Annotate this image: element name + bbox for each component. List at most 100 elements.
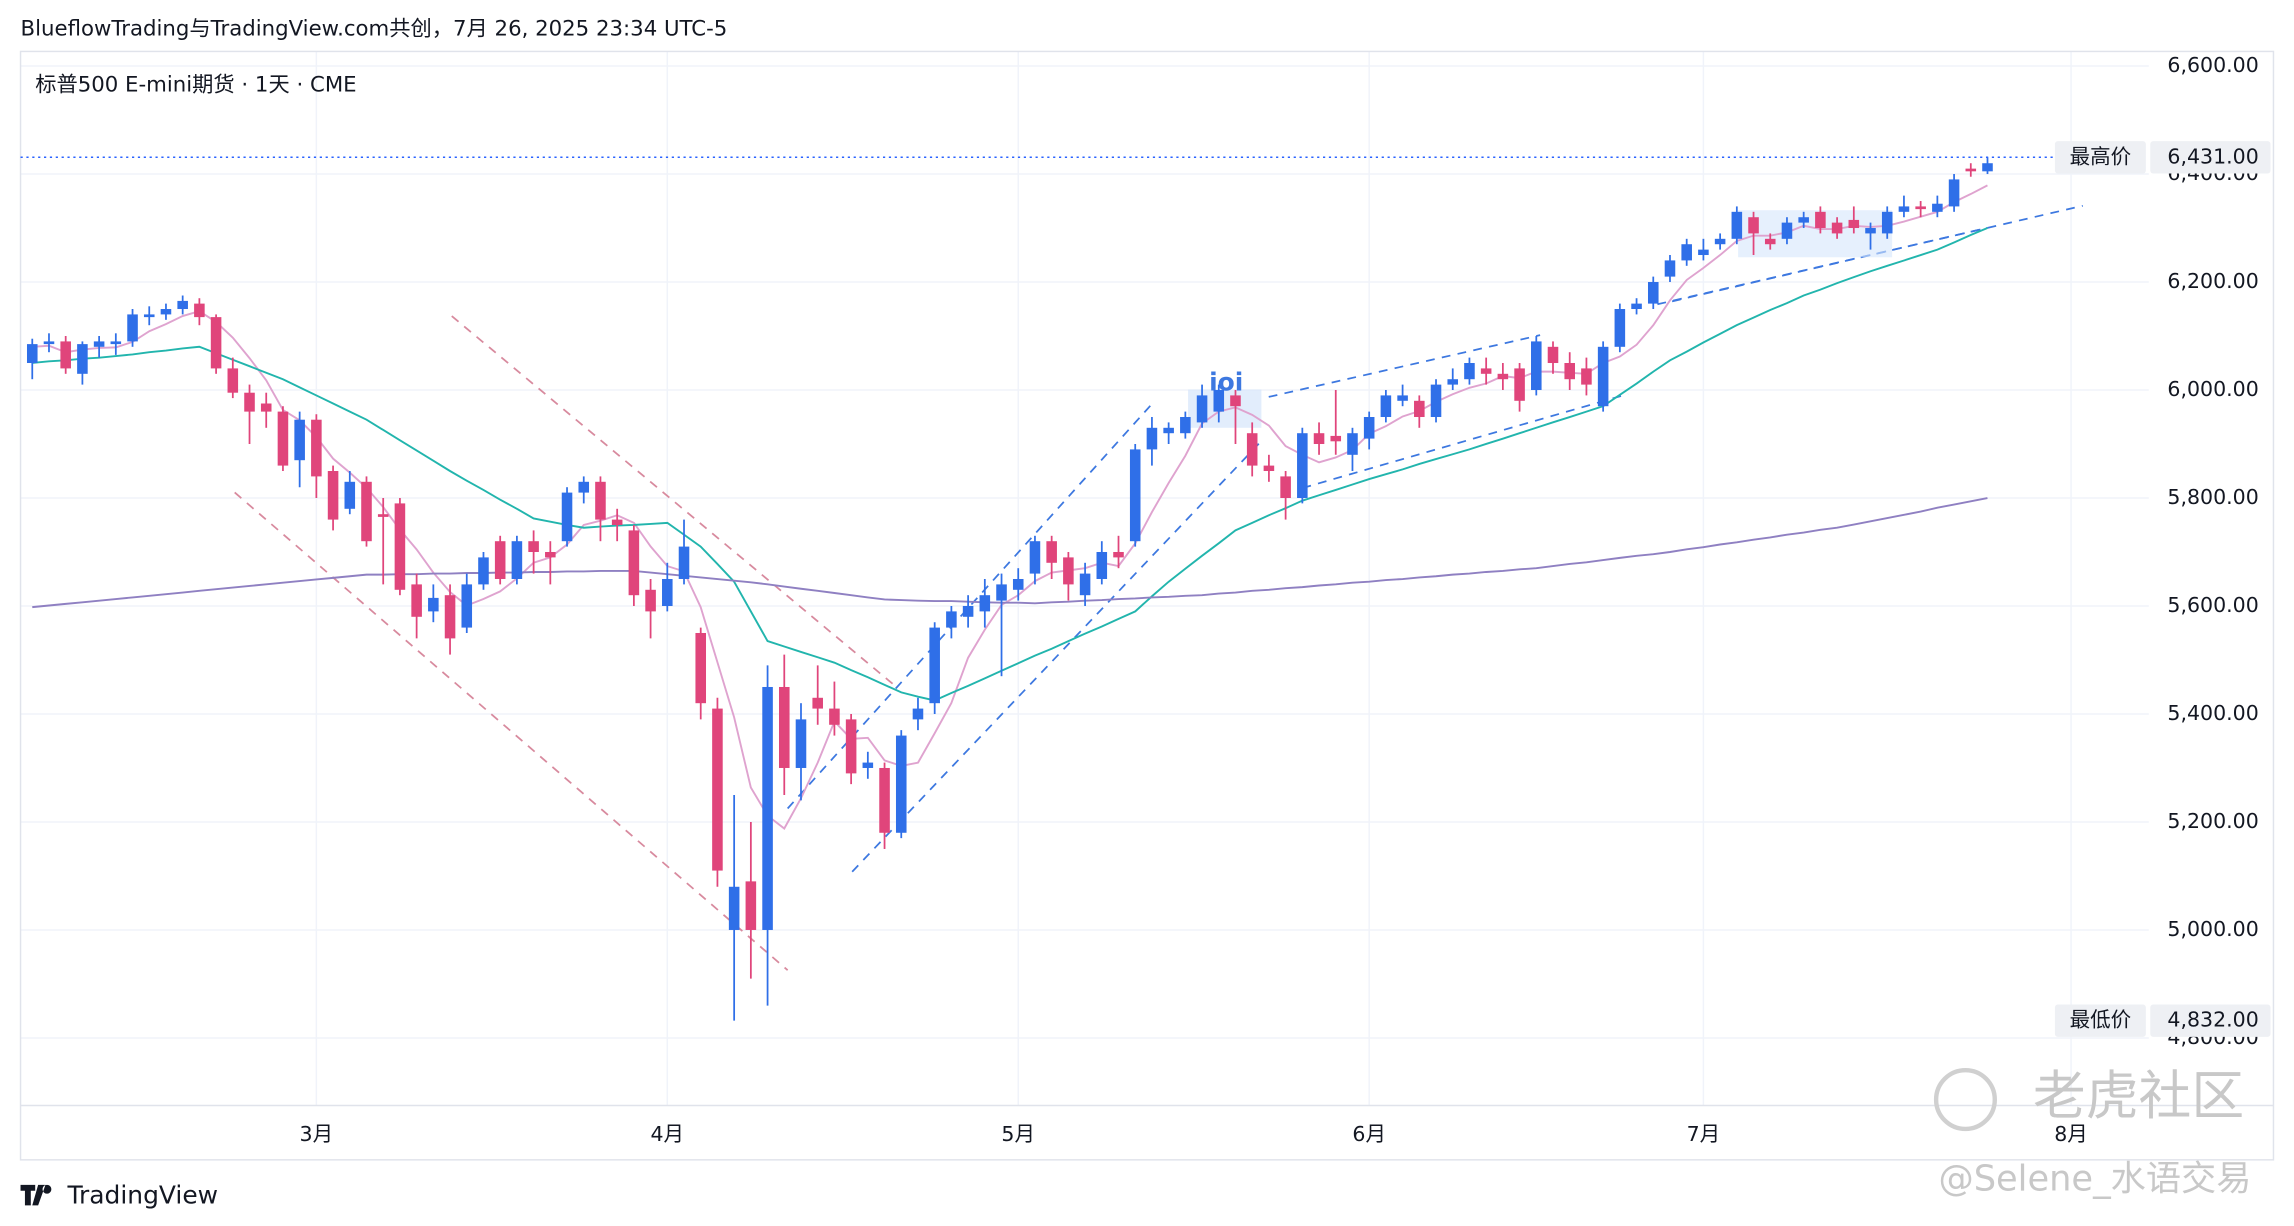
candle-body: [1597, 346, 1609, 407]
candle-body: [344, 481, 356, 509]
candle-body: [77, 344, 88, 374]
x-tick-label: 8月: [2054, 1122, 2088, 1146]
candle-body: [929, 627, 940, 704]
x-tick-label: 5月: [1001, 1122, 1035, 1146]
candle-body: [962, 605, 974, 617]
candle-body: [1982, 163, 1993, 172]
y-tick-label: 5,600.00: [2167, 593, 2258, 617]
candle-body: [545, 551, 556, 558]
trend-line: [851, 440, 1263, 873]
marker-value-box: [2150, 141, 2271, 174]
candle-body: [1932, 203, 1943, 212]
candle-body: [712, 708, 723, 871]
candle-body: [778, 686, 790, 768]
candle-body: [611, 519, 623, 525]
candle-body: [60, 341, 71, 369]
candle-body: [1464, 363, 1475, 380]
axis-layer: 4,800.005,000.005,200.005,400.005,600.00…: [300, 53, 2271, 1146]
y-tick-label: 6,000.00: [2167, 377, 2258, 401]
candle-body: [1664, 260, 1676, 277]
y-tick-label: 5,200.00: [2167, 809, 2258, 833]
candle-body: [1096, 551, 1108, 579]
candle-body: [561, 492, 573, 542]
candle-body: [1480, 368, 1492, 374]
candle-body: [728, 886, 740, 930]
candle-body: [996, 584, 1007, 601]
candle-body: [762, 686, 773, 930]
candle-body: [1380, 395, 1392, 418]
candle-body: [595, 481, 606, 520]
candle-body: [1647, 282, 1659, 304]
chart-subtitle: 标普500 E-mini期货 · 1天 · CME: [35, 72, 356, 97]
candle-body: [1129, 449, 1141, 542]
candle-body: [1781, 222, 1793, 239]
logo-shape: [20, 1184, 52, 1206]
candle-body: [511, 541, 523, 579]
candle-body: [946, 611, 957, 628]
candle-body: [1764, 238, 1776, 245]
candle-body: [210, 317, 222, 369]
candle-body: [43, 341, 55, 345]
candle-body: [1113, 551, 1124, 558]
x-tick-label: 6月: [1352, 1122, 1386, 1146]
trend-line: [234, 491, 789, 971]
candle-body: [1414, 400, 1425, 418]
candle-body: [645, 589, 656, 612]
candle-body: [795, 719, 807, 768]
footer: TradingView: [66, 1181, 218, 1210]
candle-body: [628, 530, 640, 596]
candle-body: [678, 546, 690, 579]
marks-layer: [20, 156, 2054, 1021]
candle-body: [1798, 217, 1809, 223]
marker-value: 6,431.00: [2167, 144, 2258, 168]
marker-label-box: [2054, 141, 2146, 174]
candle-body: [1213, 390, 1225, 412]
candle-body: [1547, 346, 1559, 364]
y-tick-label: 5,000.00: [2167, 917, 2258, 941]
candle-body: [1397, 395, 1408, 401]
candle-body: [879, 767, 890, 833]
candle-body: [110, 341, 122, 345]
candle-body: [812, 697, 823, 709]
candle-body: [695, 632, 707, 704]
x-tick-label: 4月: [651, 1122, 685, 1146]
frame: [19, 50, 2275, 1161]
candle-body: [361, 481, 372, 542]
candle-body: [1514, 368, 1525, 401]
trend-line: [1302, 393, 1629, 489]
candle-body: [1347, 433, 1358, 455]
candle-body: [1280, 476, 1291, 498]
marker-label-box: [2054, 1004, 2146, 1037]
candle-body: [1497, 373, 1509, 380]
candle-body: [1029, 541, 1041, 574]
candle-body: [1948, 179, 1960, 207]
candle-body: [979, 595, 991, 612]
candle-body: [244, 392, 255, 412]
chart-title: BlueflowTrading与TradingView.com共创，7月 26,…: [21, 16, 728, 41]
grid-layer: [20, 51, 2149, 1106]
moving-average: [32, 227, 1988, 702]
candle-body: [1915, 206, 1926, 210]
candle-body: [662, 578, 673, 606]
candle-body: [1731, 211, 1743, 239]
candle-body: [1079, 573, 1091, 596]
candle-body: [1297, 433, 1308, 498]
candle-body: [1263, 465, 1275, 472]
candle-body: [528, 541, 539, 552]
candle-body: [127, 314, 138, 342]
candle-body: [1965, 168, 1977, 172]
candle-body: [93, 341, 105, 347]
candle-body: [1180, 417, 1191, 434]
marker-value-box: [2150, 1004, 2271, 1037]
candle-body: [1230, 395, 1241, 407]
candle-body: [1698, 249, 1709, 256]
candle-body: [1363, 417, 1375, 439]
candle-body: [1012, 578, 1024, 590]
candle-body: [1447, 379, 1459, 385]
candle-body: [1681, 244, 1692, 261]
candle-body: [1246, 433, 1258, 466]
candle-body: [194, 303, 205, 318]
y-tick-label: 6,600.00: [2167, 53, 2258, 77]
